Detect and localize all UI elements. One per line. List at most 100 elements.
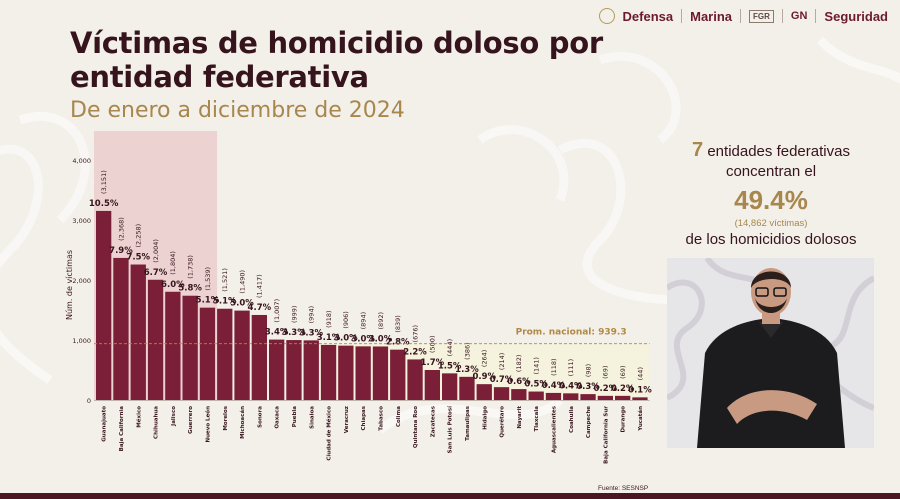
x-tick-label: Guanajuato xyxy=(102,406,108,442)
x-tick-label: Coahuila xyxy=(569,406,575,433)
summary-line1: entidades federativas xyxy=(707,143,850,160)
bar xyxy=(442,373,458,400)
x-tick-label: Querétaro xyxy=(499,406,506,438)
bar xyxy=(493,387,510,400)
bar-percent-label: 10.5% xyxy=(89,199,119,209)
bar-value-label: (906) xyxy=(342,311,350,328)
logo-fgr: FGR xyxy=(749,9,774,23)
bar-percent-label: 3.3% xyxy=(299,328,323,338)
bar-percent-label: 0.4% xyxy=(559,381,583,391)
bar-percent-label: 3.0% xyxy=(351,334,375,344)
bar-percent-label: 1.7% xyxy=(421,358,445,368)
source-note: Fuente: SESNSP xyxy=(598,485,649,492)
bar-value-label: (500) xyxy=(429,336,437,353)
bar xyxy=(199,307,216,400)
x-tick-label: Guerrero xyxy=(188,406,194,434)
bar-value-label: (2,368) xyxy=(117,217,125,241)
bar xyxy=(563,393,579,400)
bar-percent-label: 3.1% xyxy=(317,333,341,343)
bar xyxy=(303,340,319,400)
average-label: Prom. nacional: 939.3 xyxy=(516,328,627,338)
bar xyxy=(182,295,198,400)
interpreter-figure xyxy=(667,258,874,448)
bar-value-label: (2,004) xyxy=(152,239,160,263)
bar-percent-label: 5.0% xyxy=(230,299,254,309)
bar-value-label: (1,738) xyxy=(186,255,194,279)
bar-percent-label: 0.9% xyxy=(472,372,496,382)
x-tick-label: Aguascalientes xyxy=(551,405,557,453)
bar-value-label: (44) xyxy=(636,367,644,380)
bar xyxy=(320,344,337,400)
y-axis-title: Núm. de víctimas xyxy=(65,250,74,320)
x-tick-label: Jalisco xyxy=(171,406,177,427)
bar xyxy=(511,389,527,400)
bar xyxy=(147,279,164,400)
emblem-icon xyxy=(598,8,615,24)
x-tick-label: Campeche xyxy=(586,406,592,438)
bar xyxy=(96,210,112,400)
bar xyxy=(528,391,544,400)
x-tick-label: Sinaloa xyxy=(309,406,315,429)
summary-line2: concentran el xyxy=(725,163,817,180)
y-tick-label: 2,000 xyxy=(72,277,91,285)
bar-value-label: (1,804) xyxy=(169,251,177,275)
bar xyxy=(217,308,233,400)
bar-value-label: (2,258) xyxy=(135,224,143,248)
x-tick-label: Veracruz xyxy=(344,406,350,433)
x-tick-label: Quintana Roo xyxy=(413,406,419,448)
bar-percent-label: 0.2% xyxy=(594,384,618,394)
x-tick-label: Nuevo León xyxy=(204,406,211,443)
bar-percent-label: 1.3% xyxy=(455,365,479,375)
bar-percent-label: 6.7% xyxy=(144,268,168,278)
bar xyxy=(632,397,648,400)
bar-value-label: (98) xyxy=(584,364,592,377)
bar-value-label: (918) xyxy=(325,310,333,327)
bar xyxy=(286,340,302,400)
x-tick-label: Tabasco xyxy=(378,406,384,431)
bar xyxy=(424,370,440,400)
bar-percent-label: 7.5% xyxy=(126,253,150,263)
bar-percent-label: 0.2% xyxy=(611,384,635,394)
bar xyxy=(113,257,129,400)
logo-seguridad: Seguridad xyxy=(824,8,888,24)
summary-victims: (14,862 víctimas) xyxy=(734,218,808,229)
bar-value-label: (1,539) xyxy=(204,267,212,291)
bar xyxy=(251,314,267,400)
bar-value-label: (118) xyxy=(550,358,558,375)
bar-value-label: (386) xyxy=(463,342,471,359)
bar xyxy=(355,346,371,400)
bar-percent-label: 5.1% xyxy=(213,297,237,307)
x-tick-label: Ciudad de México xyxy=(326,406,333,461)
bar-value-label: (264) xyxy=(481,350,489,367)
bar-percent-label: 0.7% xyxy=(490,375,514,385)
bar-value-label: (3,151) xyxy=(100,170,108,194)
x-tick-label: Morelos xyxy=(223,405,229,430)
bar-value-label: (1,007) xyxy=(273,299,281,323)
bar-value-label: (999) xyxy=(290,306,298,323)
bar-value-label: (111) xyxy=(567,359,575,376)
bar-value-label: (141) xyxy=(532,357,540,374)
bar-value-label: (444) xyxy=(446,339,454,356)
bar-percent-label: 0.1% xyxy=(628,385,652,395)
bar-percent-label: 6.0% xyxy=(161,280,185,290)
bar-value-label: (214) xyxy=(498,353,506,370)
summary-line4: de los homicidios dolosos xyxy=(685,231,857,248)
summary-count: 7 xyxy=(692,139,704,161)
bar-percent-label: 1.5% xyxy=(438,361,462,371)
bar-percent-label: 0.3% xyxy=(576,382,600,392)
x-tick-label: Baja California Sur xyxy=(603,406,609,464)
bar-percent-label: 3.4% xyxy=(265,328,289,338)
x-tick-label: Hidalgo xyxy=(482,406,488,430)
bar xyxy=(130,264,146,400)
bar-percent-label: 4.7% xyxy=(248,303,272,313)
x-tick-label: Colima xyxy=(396,406,402,427)
bar xyxy=(597,395,613,400)
y-tick-label: 0 xyxy=(87,397,91,405)
header-logos: Defensa Marina FGR GN Seguridad xyxy=(598,8,888,24)
bar xyxy=(580,394,596,400)
bar-percent-label: 5.8% xyxy=(178,284,202,294)
summary-percent: 49.4% xyxy=(734,185,808,215)
x-tick-label: Zacatecas xyxy=(430,405,436,437)
summary-panel: 7 entidades federativas concentran el 49… xyxy=(666,140,876,248)
